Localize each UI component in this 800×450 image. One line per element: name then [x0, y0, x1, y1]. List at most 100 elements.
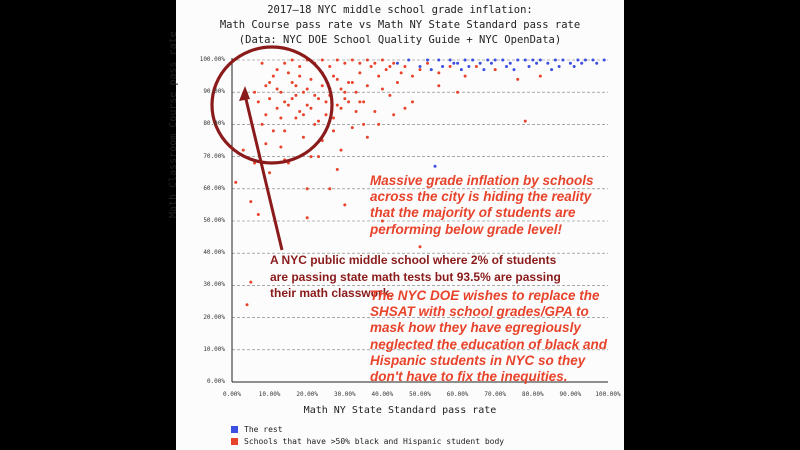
- point-black-hispanic: [241, 148, 245, 152]
- point-black-hispanic: [245, 303, 249, 307]
- point-the-rest: [418, 64, 422, 68]
- legend-item-black-hispanic: Schools that have >50% black and Hispani…: [231, 437, 504, 446]
- point-black-hispanic: [358, 61, 362, 65]
- point-black-hispanic: [456, 90, 460, 94]
- point-black-hispanic: [384, 68, 388, 72]
- point-black-hispanic: [358, 100, 362, 104]
- point-the-rest: [516, 58, 520, 62]
- point-black-hispanic: [268, 171, 272, 175]
- point-black-hispanic: [253, 90, 257, 94]
- point-the-rest: [546, 61, 550, 65]
- point-black-hispanic: [283, 100, 287, 104]
- point-the-rest: [538, 58, 542, 62]
- point-black-hispanic: [271, 129, 275, 133]
- point-the-rest: [467, 64, 471, 68]
- point-the-rest: [550, 68, 554, 72]
- point-black-hispanic: [301, 113, 305, 117]
- point-the-rest: [508, 61, 512, 65]
- x-tick-label: 20.00%: [296, 391, 319, 398]
- point-black-hispanic: [275, 68, 279, 72]
- point-black-hispanic: [395, 81, 399, 85]
- point-black-hispanic: [234, 180, 238, 184]
- point-the-rest: [527, 64, 531, 68]
- point-the-rest: [407, 58, 411, 62]
- legend-swatch-red: [231, 438, 238, 445]
- point-black-hispanic: [347, 81, 351, 85]
- annotation-shsat: The NYC DOE wishes to replace the SHSAT …: [370, 288, 608, 385]
- point-the-rest: [580, 61, 584, 65]
- point-black-hispanic: [410, 100, 414, 104]
- x-tick-label: 50.00%: [409, 391, 431, 398]
- point-black-hispanic: [343, 61, 347, 65]
- point-black-hispanic: [343, 90, 347, 94]
- chart-title-line-3: (Data: NYC DOE School Quality Guide + NY…: [238, 34, 562, 46]
- x-tick-label: 90.00%: [559, 391, 582, 398]
- point-the-rest: [504, 64, 508, 68]
- x-tick-label: 70.00%: [484, 391, 507, 398]
- point-black-hispanic: [339, 106, 343, 110]
- legend-label: The rest: [244, 425, 283, 434]
- point-black-hispanic: [313, 93, 317, 97]
- point-black-hispanic: [354, 110, 358, 114]
- y-tick-label: 70.00%: [203, 152, 225, 160]
- point-the-rest: [591, 58, 595, 62]
- point-black-hispanic: [335, 77, 339, 81]
- point-black-hispanic: [264, 142, 268, 146]
- point-black-hispanic: [392, 61, 396, 65]
- point-black-hispanic: [332, 74, 336, 78]
- point-black-hispanic: [279, 145, 283, 149]
- point-black-hispanic: [350, 58, 354, 62]
- y-tick-label: 60.00%: [203, 184, 225, 192]
- point-black-hispanic: [279, 90, 283, 94]
- point-the-rest: [576, 58, 580, 62]
- point-black-hispanic: [403, 64, 407, 68]
- point-black-hispanic: [380, 87, 384, 91]
- point-black-hispanic: [362, 122, 366, 126]
- y-tick-label: 30.00%: [203, 281, 225, 289]
- point-black-hispanic: [283, 129, 287, 133]
- point-black-hispanic: [516, 77, 520, 81]
- point-the-rest: [512, 68, 516, 72]
- annotation-example-school: A NYC public middle school where 2% of s…: [270, 253, 561, 300]
- point-black-hispanic: [275, 106, 279, 110]
- point-black-hispanic: [301, 135, 305, 139]
- point-black-hispanic: [365, 135, 369, 139]
- point-the-rest: [531, 58, 535, 62]
- point-the-rest: [486, 58, 490, 62]
- point-black-hispanic: [392, 113, 396, 117]
- point-black-hispanic: [320, 84, 324, 88]
- y-tick-label: 50.00%: [203, 217, 225, 224]
- point-the-rest: [553, 58, 557, 62]
- point-the-rest: [456, 61, 460, 65]
- point-the-rest: [471, 58, 475, 62]
- point-black-hispanic: [388, 64, 392, 68]
- point-black-hispanic: [271, 74, 275, 78]
- point-black-hispanic: [294, 93, 298, 97]
- point-the-rest: [523, 58, 527, 62]
- annotation-arrow-line: [243, 94, 284, 251]
- point-black-hispanic: [332, 129, 336, 133]
- point-black-hispanic: [324, 113, 328, 117]
- point-black-hispanic: [358, 71, 362, 75]
- point-the-rest: [535, 61, 539, 65]
- point-the-rest: [459, 68, 463, 72]
- point-black-hispanic: [256, 100, 260, 104]
- point-the-rest: [583, 58, 587, 62]
- point-black-hispanic: [332, 116, 336, 120]
- point-black-hispanic: [399, 71, 403, 75]
- point-black-hispanic: [403, 106, 407, 110]
- point-black-hispanic: [283, 61, 287, 65]
- point-the-rest: [595, 61, 599, 65]
- point-black-hispanic: [437, 71, 441, 75]
- point-black-hispanic: [249, 280, 253, 284]
- point-the-rest: [441, 64, 445, 68]
- y-tick-label: 40.00%: [203, 249, 225, 257]
- x-tick-label: 30.00%: [333, 391, 356, 398]
- point-black-hispanic: [316, 97, 320, 101]
- point-black-hispanic: [256, 213, 260, 217]
- point-the-rest: [478, 61, 482, 65]
- point-black-hispanic: [286, 71, 290, 75]
- point-black-hispanic: [365, 84, 369, 88]
- x-tick-label: 0.00%: [222, 391, 242, 398]
- x-tick-label: 60.00%: [446, 391, 469, 398]
